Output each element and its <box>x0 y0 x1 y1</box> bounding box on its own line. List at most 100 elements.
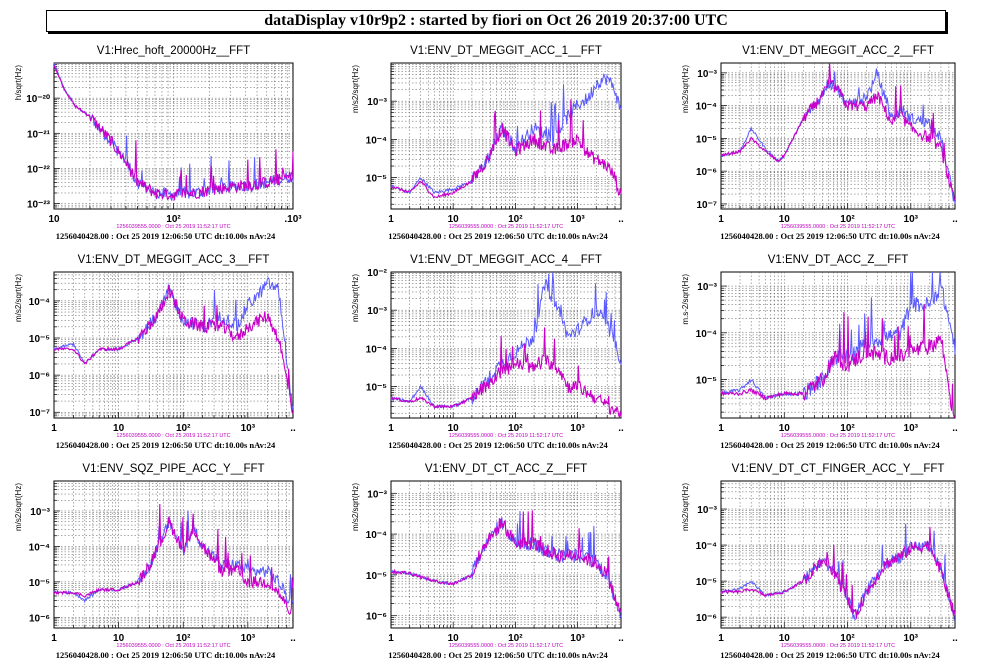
series-current <box>720 304 955 418</box>
x-tick-label: 10² <box>508 633 523 644</box>
reference-time-label: 1256039555.0000 : Oct 25 2019 11:52:17 U… <box>781 224 895 230</box>
fft-panel-6: V1:ENV_DT_ACC_Z__FFT m.s-2/sqrt(Hz) 1 10 10²… <box>681 254 958 450</box>
y-tick-label: 10⁻⁴ <box>696 541 717 552</box>
y-tick-label: 10⁻³ <box>697 505 717 516</box>
x-tick-label: 10³ <box>570 633 585 644</box>
fft-panel-4: V1:ENV_DT_MEGGIT_ACC_3__FFT m/s2/sqrt(Hz)… <box>14 254 296 450</box>
x-tick-label: 10² <box>840 423 855 434</box>
fft-panel-7: V1:ENV_SQZ_PIPE_ACC_Y__FFT m/s2/sqrt(Hz) 1… <box>14 463 296 660</box>
x-tick-label: .. <box>290 633 296 644</box>
series-reference <box>720 271 956 402</box>
x-tick-label: 10² <box>840 214 855 225</box>
x-tick-label: 10 <box>448 214 460 225</box>
x-tick-label: 10³ <box>904 423 919 434</box>
y-tick-label: 10⁻⁵ <box>366 174 387 185</box>
acquisition-info: 1256040428.00 : Oct 25 2019 12:06:50 UTC… <box>720 231 940 241</box>
reference-time-label: 1256039555.0000 : Oct 25 2019 11:52:17 U… <box>116 643 230 649</box>
x-tick-label: 10 <box>48 214 60 225</box>
x-tick-label: 1 <box>51 633 57 644</box>
y-axis-label: h/sqrt(Hz) <box>14 65 23 100</box>
y-tick-label: 10⁻⁶ <box>29 371 50 382</box>
y-axis-label: m/s2/sqrt(Hz) <box>14 483 23 531</box>
y-tick-label: 10⁻⁷ <box>696 200 717 211</box>
x-tick-label: 1 <box>718 423 724 434</box>
fft-panel-1: V1:Hrec_hoft_20000Hz__FFT h/sqrt(Hz) 10 10²… <box>14 45 302 241</box>
plot-title: V1:ENV_SQZ_PIPE_ACC_Y__FFT <box>82 463 264 475</box>
plot-title: V1:Hrec_hoft_20000Hz__FFT <box>97 45 250 57</box>
y-axis-label: m.s-2/sqrt(Hz) <box>681 274 690 325</box>
y-tick-label: 10⁻⁵ <box>696 134 717 145</box>
acquisition-info: 1256040428.00 : Oct 25 2019 12:06:50 UTC… <box>388 440 608 450</box>
x-tick-label: 10 <box>779 214 791 225</box>
y-tick-label: 10⁻³ <box>30 507 50 518</box>
y-tick-label: 10⁻⁵ <box>29 334 50 345</box>
y-tick-label: 10⁻⁵ <box>366 571 387 582</box>
series-current <box>390 510 622 613</box>
plot-title: V1:ENV_DT_MEGGIT_ACC_3__FFT <box>78 254 270 266</box>
y-tick-label: 10⁻³ <box>367 489 387 500</box>
x-tick-label: 10 <box>448 633 460 644</box>
plot-title: V1:ENV_DT_MEGGIT_ACC_1__FFT <box>410 45 602 57</box>
plot-title: V1:ENV_DT_MEGGIT_ACC_2__FFT <box>742 45 934 57</box>
reference-time-label: 1256039555.0000 : Oct 25 2019 11:52:17 U… <box>781 433 895 439</box>
y-tick-label: 10⁻⁴ <box>366 344 387 355</box>
y-tick-label: 10⁻⁶ <box>29 613 50 624</box>
y-tick-label: 10⁻²³ <box>27 200 51 211</box>
series-current <box>53 284 294 414</box>
plot-frame <box>390 480 622 629</box>
y-tick-label: 10⁻⁴ <box>29 297 50 308</box>
y-tick-label: 10⁻⁵ <box>696 577 717 588</box>
x-tick-label: 10³ <box>904 214 919 225</box>
x-tick-label: 1 <box>718 633 724 644</box>
plot-title: V1:ENV_DT_CT_FINGER_ACC_Y__FFT <box>732 463 945 475</box>
y-tick-label: 10⁻³ <box>367 306 387 317</box>
reference-time-label: 1256039555.0000 : Oct 25 2019 11:52:17 U… <box>449 643 563 649</box>
y-tick-label: 10⁻⁴ <box>696 329 717 340</box>
series-current <box>390 99 622 199</box>
x-tick-label: 10³ <box>904 633 919 644</box>
plot-title: V1:ENV_DT_MEGGIT_ACC_4__FFT <box>410 254 602 266</box>
acquisition-info: 1256040428.00 : Oct 25 2019 12:06:50 UTC… <box>56 440 276 450</box>
y-tick-label: 10⁻⁴ <box>696 102 717 113</box>
acquisition-info: 1256040428.00 : Oct 25 2019 12:06:50 UTC… <box>720 650 940 660</box>
series-current <box>390 327 622 418</box>
y-tick-label: 10⁻⁴ <box>366 530 387 541</box>
acquisition-info: 1256040428.00 : Oct 25 2019 12:06:50 UTC… <box>388 650 608 660</box>
reference-time-label: 1256039555.0000 : Oct 25 2019 11:52:17 U… <box>781 643 895 649</box>
x-tick-label: .. <box>290 423 296 434</box>
acquisition-info: 1256040428.00 : Oct 25 2019 12:06:50 UTC… <box>56 231 276 241</box>
x-tick-label: .. <box>952 633 958 644</box>
y-tick-label: 10⁻⁶ <box>366 612 387 623</box>
y-tick-label: 10⁻⁶ <box>696 613 717 624</box>
y-tick-label: 10⁻⁶ <box>696 167 717 178</box>
x-tick-label: .. <box>618 423 624 434</box>
plot-frame <box>720 480 956 629</box>
x-tick-label: 1 <box>388 633 394 644</box>
acquisition-info: 1256040428.00 : Oct 25 2019 12:06:50 UTC… <box>720 440 940 450</box>
x-tick-label: 10³ <box>241 633 256 644</box>
fft-panel-5: V1:ENV_DT_MEGGIT_ACC_4__FFT m/s2/sqrt(Hz)… <box>351 254 624 450</box>
y-axis-label: m/s2/sqrt(Hz) <box>351 483 360 531</box>
acquisition-info: 1256040428.00 : Oct 25 2019 12:06:50 UTC… <box>388 231 608 241</box>
y-tick-label: 10⁻³ <box>367 97 387 108</box>
x-tick-label: 10³ <box>570 423 585 434</box>
x-tick-label: 10² <box>176 633 191 644</box>
page-title: dataDisplay v10r9p2 : started by fiori o… <box>46 10 946 32</box>
reference-time-label: 1256039555.0000 : Oct 25 2019 11:52:17 U… <box>449 224 563 230</box>
fft-panel-2: V1:ENV_DT_MEGGIT_ACC_1__FFT m/s2/sqrt(Hz)… <box>351 45 624 241</box>
acquisition-info: 1256040428.00 : Oct 25 2019 12:06:50 UTC… <box>56 650 276 660</box>
y-tick-label: 10⁻³ <box>697 69 717 80</box>
series-current <box>53 503 294 616</box>
x-tick-label: 10² <box>176 423 191 434</box>
y-tick-label: 10⁻³ <box>697 282 717 293</box>
y-tick-label: 10⁻⁷ <box>29 408 50 419</box>
plot-title: V1:ENV_DT_ACC_Z__FFT <box>768 254 909 266</box>
x-tick-label: 10 <box>779 423 791 434</box>
y-tick-label: 10⁻⁵ <box>366 383 387 394</box>
y-tick-label: 10⁻⁴ <box>366 135 387 146</box>
plot-title: V1:ENV_DT_CT_ACC_Z__FFT <box>425 463 587 475</box>
x-tick-label: 1 <box>388 214 394 225</box>
x-tick-label: 10 <box>113 423 125 434</box>
